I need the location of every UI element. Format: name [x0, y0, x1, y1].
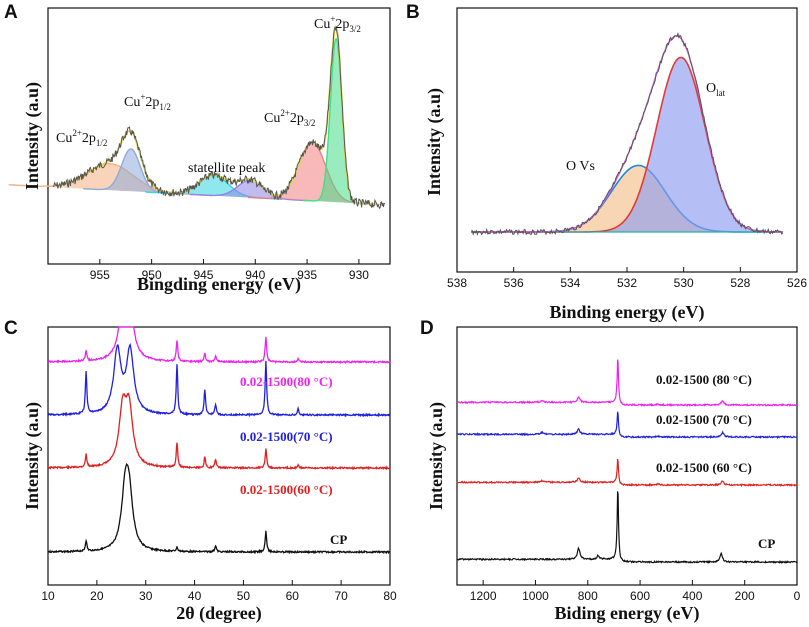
label-cu1-2p32: Cu+2p3/2 [314, 14, 361, 34]
label-cu1-2p12: Cu+2p1/2 [124, 92, 171, 112]
legend-d-80: 0.02-1500 (80 °C) [656, 372, 752, 387]
raw-spectrum-a [52, 26, 386, 210]
panel-b-y-axis-label: Intensity (a.u) [424, 88, 445, 196]
label-o-vs: O Vs [566, 159, 595, 174]
panel-a-tick-label: 955 [90, 268, 110, 282]
panel-d-x-ticks: 1200 1000 800 600 400 200 0 [470, 580, 801, 603]
panel-c: C 10 20 30 40 50 60 70 80 Intensity (a.u) 2θ (d… [4, 318, 397, 624]
panel-c-x-axis-label: 2θ (degree) [176, 603, 262, 624]
panel-c-tick-label: 10 [41, 589, 55, 603]
panel-b-x-ticks: 538 536 534 532 530 528 526 [447, 267, 807, 290]
panel-c-tick-label: 30 [139, 589, 153, 603]
panel-d-frame [456, 326, 798, 586]
label-satellite-peak: statellite peak [188, 161, 265, 176]
panel-b-tick-label: 536 [504, 276, 524, 290]
panel-d-tick-label: 400 [682, 589, 702, 603]
panel-c-y-axis-label: Intensity (a.u) [22, 402, 43, 510]
legend-d-cp: CP [758, 536, 775, 551]
legend-d-70: 0.02-1500 (70 °C) [656, 412, 752, 427]
peak-a-fill-1 [83, 149, 179, 194]
panel-d-y-axis-label: Intensity (a.u) [426, 402, 447, 510]
panel-d-letter: D [420, 318, 434, 339]
xrd-series-1 [47, 342, 391, 418]
panel-d-tick-label: 1000 [522, 589, 549, 603]
label-o-lat: Olat [706, 81, 726, 98]
xrd-series-0 [47, 326, 391, 365]
peak-b-fill-1 [471, 57, 783, 233]
panel-a-peaks [8, 25, 386, 210]
peak-a-fill-4 [248, 142, 377, 205]
panel-d-tick-label: 200 [735, 589, 755, 603]
panel-a-letter: A [4, 2, 18, 23]
panel-a-frame [47, 7, 391, 265]
xps-survey-series-3 [456, 491, 798, 565]
xps-survey-series-1 [457, 411, 798, 440]
panel-c-tick-label: 20 [90, 589, 104, 603]
panel-a-y-axis-label: Intensity (a.u) [22, 82, 43, 190]
panel-a-tick-label: 945 [193, 268, 213, 282]
xps-survey-series-0 [456, 359, 798, 407]
peak-b-fill-0 [471, 165, 783, 232]
panel-a-x-ticks: 955 950 945 940 935 930 [90, 259, 369, 282]
panel-c-tick-label: 40 [188, 589, 202, 603]
panel-b-x-axis-label: Binding energy (eV) [550, 302, 705, 323]
panel-c-letter: C [4, 318, 18, 339]
panel-b-letter: B [406, 2, 420, 23]
peak-a-fill-0 [8, 163, 212, 196]
panel-c-frame [47, 326, 391, 586]
panel-a-tick-label: 940 [245, 268, 265, 282]
panel-a: A 955 950 945 940 935 930 Intensity (a.u) Bin… [4, 2, 391, 295]
panel-b-peaks [470, 32, 784, 236]
legend-c-80: 0.02-1500(80 °C) [240, 374, 333, 389]
panel-d-tick-label: 0 [794, 589, 801, 603]
xrd-series-2 [47, 392, 391, 471]
panel-b-tick-label: 530 [674, 276, 694, 290]
panel-d-tick-label: 600 [630, 589, 650, 603]
panel-b-tick-label: 532 [617, 276, 637, 290]
legend-d-60: 0.02-1500 (60 °C) [656, 460, 752, 475]
panel-a-tick-label: 935 [297, 268, 317, 282]
panel-b-tick-label: 534 [560, 276, 580, 290]
panel-a-tick-label: 930 [349, 268, 369, 282]
label-cu2-2p32: Cu2+2p3/2 [264, 108, 315, 128]
panel-c-tick-label: 70 [334, 589, 348, 603]
panel-d-tick-label: 800 [578, 589, 598, 603]
panel-d-series [456, 359, 798, 565]
panel-c-tick-label: 80 [383, 589, 397, 603]
panel-c-tick-label: 60 [286, 589, 300, 603]
panel-d: D 1200 1000 800 600 400 200 0 Intensity (a.u) … [420, 318, 801, 624]
label-cu2-2p12: Cu2+2p1/2 [56, 128, 107, 148]
panel-d-x-axis-label: Biding energy (eV) [555, 603, 700, 624]
panel-a-tick-label: 950 [142, 268, 162, 282]
panel-c-series [47, 326, 391, 555]
panel-b-tick-label: 538 [447, 276, 467, 290]
panel-c-tick-label: 50 [237, 589, 251, 603]
panel-d-tick-label: 1200 [470, 589, 497, 603]
panel-b: B 538 536 534 532 530 528 526 Intensity (a.u) … [406, 2, 807, 323]
legend-c-60: 0.02-1500(60 °C) [240, 482, 333, 497]
xps-survey-series-2 [456, 458, 798, 488]
panel-c-x-ticks: 10 20 30 40 50 60 70 80 [41, 580, 397, 603]
panel-a-x-axis-label: Bingding energy (eV) [137, 274, 301, 295]
panel-b-tick-label: 526 [787, 276, 807, 290]
xrd-series-3 [47, 462, 391, 555]
panel-b-tick-label: 528 [730, 276, 750, 290]
legend-c-cp: CP [330, 532, 347, 547]
peak-a-fill-5 [302, 38, 370, 204]
legend-c-70: 0.02-1500(70 °C) [240, 429, 333, 444]
raw-spectrum-b [470, 32, 784, 236]
